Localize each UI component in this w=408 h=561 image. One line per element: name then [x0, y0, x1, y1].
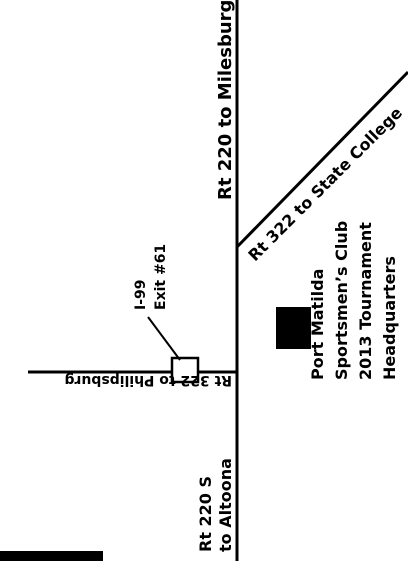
label-rt220-north: Rt 220 to Milesburg [215, 0, 236, 200]
i99-exit-marker [170, 356, 200, 384]
label-destination-line3: 2013 Tournament [356, 222, 375, 380]
label-rt322-west: Rt 322 to Philipsburg [64, 372, 232, 388]
scale-bar [0, 551, 103, 561]
clubhouse-marker [276, 307, 311, 349]
label-i99: I-99 [133, 279, 149, 310]
label-rt220-south-line1: Rt 220 S [196, 476, 215, 552]
exit-pointer-line [147, 316, 181, 361]
label-rt322-east: Rt 322 to State College [244, 103, 406, 265]
label-destination-line1: Port Matilda [308, 269, 327, 380]
label-exit-number: Exit #61 [153, 244, 169, 310]
label-rt220-south-line2: to Altoona [216, 458, 235, 552]
rt322-east-road [235, 70, 408, 249]
label-destination-line4: Headquarters [380, 256, 399, 380]
label-destination-line2: Sportsmen’s Club [332, 221, 351, 380]
